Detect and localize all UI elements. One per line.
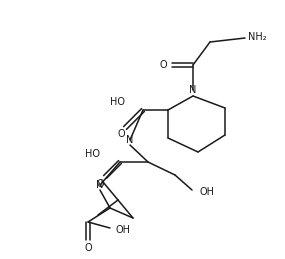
Text: N: N [126, 135, 134, 145]
Text: N: N [96, 180, 104, 190]
Text: OH: OH [116, 225, 131, 235]
Text: HO: HO [85, 149, 100, 159]
Text: N: N [189, 85, 197, 95]
Text: O: O [117, 129, 125, 139]
Text: O: O [159, 60, 167, 70]
Text: OH: OH [200, 187, 215, 197]
Text: O: O [84, 243, 92, 253]
Text: O: O [96, 179, 104, 189]
Text: NH₂: NH₂ [248, 32, 267, 42]
Text: HO: HO [110, 97, 125, 107]
